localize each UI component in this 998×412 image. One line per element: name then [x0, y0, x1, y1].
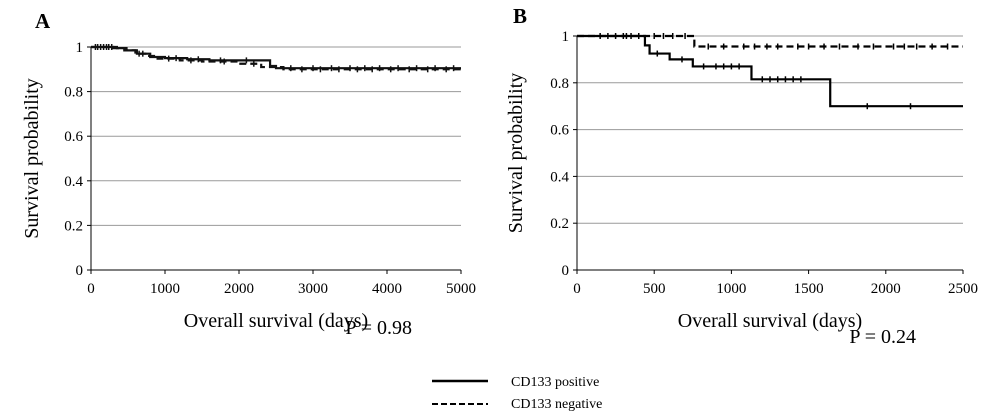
x-tick-label: 5000 [446, 281, 476, 297]
y-tick-label: 0.8 [64, 85, 83, 101]
x-tick-label: 1000 [716, 281, 746, 297]
x-tick-label: 3000 [298, 281, 328, 297]
legend-label-negative: CD133 negative [511, 397, 602, 412]
y-axis-label: Survival probability [505, 73, 527, 234]
legend-label-positive: CD133 positive [511, 375, 599, 390]
chart-panel-a: A 0 0.2 0.4 0.6 0.8 1 0 1000 2000 3000 4000 5000 Surv… [21, 9, 476, 339]
p-value-annotation: P = 0.98 [345, 317, 412, 339]
x-tick-label: 2000 [871, 281, 901, 297]
panel-label: B [513, 4, 527, 28]
y-tick-label: 0.2 [64, 218, 83, 234]
x-tick-label: 4000 [372, 281, 402, 297]
x-axis-label: Overall survival (days) [184, 310, 368, 332]
y-tick-label: 0.2 [550, 216, 569, 232]
y-tick-label: 0 [562, 263, 570, 279]
x-axis-label: Overall survival (days) [678, 310, 862, 332]
y-axis-label: Survival probability [21, 78, 43, 239]
y-tick-label: 0 [76, 263, 84, 279]
x-tick-label: 2000 [224, 281, 254, 297]
survival-curve-negative [577, 34, 963, 48]
y-tick-label: 0.8 [550, 76, 569, 92]
x-tick-label: 1500 [794, 281, 824, 297]
x-tick-label: 0 [87, 281, 95, 297]
legend: CD133 positive CD133 negative [432, 375, 602, 412]
survival-curve-positive [91, 45, 461, 70]
y-tick-label: 0.6 [550, 123, 569, 139]
y-tick-label: 0.4 [550, 169, 569, 185]
y-tick-label: 1 [76, 40, 84, 56]
chart-panel-b: B 0 0.2 0.4 0.6 0.8 1 0 500 1000 1500 2000 2500 Survi… [505, 4, 978, 348]
x-tick-label: 1000 [150, 281, 180, 297]
p-value-annotation: P = 0.24 [849, 326, 916, 348]
y-tick-label: 0.4 [64, 174, 83, 190]
panel-label: A [35, 9, 51, 33]
x-tick-label: 500 [643, 281, 666, 297]
x-tick-label: 2500 [948, 281, 978, 297]
y-tick-label: 1 [562, 29, 570, 45]
x-tick-label: 0 [573, 281, 581, 297]
y-tick-label: 0.6 [64, 129, 83, 145]
survival-curve-positive [577, 34, 963, 108]
